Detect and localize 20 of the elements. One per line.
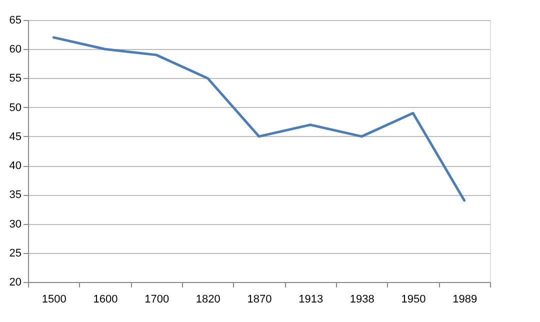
x-tick-label: 1870 xyxy=(247,294,272,306)
y-tick-label: 55 xyxy=(9,72,22,85)
x-tick-label: 1500 xyxy=(42,294,66,306)
x-tick-label: 1989 xyxy=(452,294,478,306)
x-tick-label: 1700 xyxy=(144,294,170,306)
y-tick-label: 35 xyxy=(9,189,22,202)
x-tick-label: 1950 xyxy=(401,294,426,306)
y-tick-label: 50 xyxy=(9,102,22,114)
y-tick-label: 30 xyxy=(9,218,22,230)
y-tick-label: 65 xyxy=(9,14,22,26)
x-tick-label: 1820 xyxy=(196,294,220,306)
x-tick-label: 1913 xyxy=(298,294,324,306)
y-tick-label: 25 xyxy=(9,247,22,260)
line-series xyxy=(52,36,466,202)
y-tick-label: 40 xyxy=(9,160,22,172)
x-tick-label: 1600 xyxy=(93,294,118,306)
y-tick-label: 20 xyxy=(9,276,22,288)
y-tick-label: 60 xyxy=(9,44,22,56)
x-tick-label: 1938 xyxy=(350,294,374,306)
y-tick-label: 45 xyxy=(9,130,22,143)
